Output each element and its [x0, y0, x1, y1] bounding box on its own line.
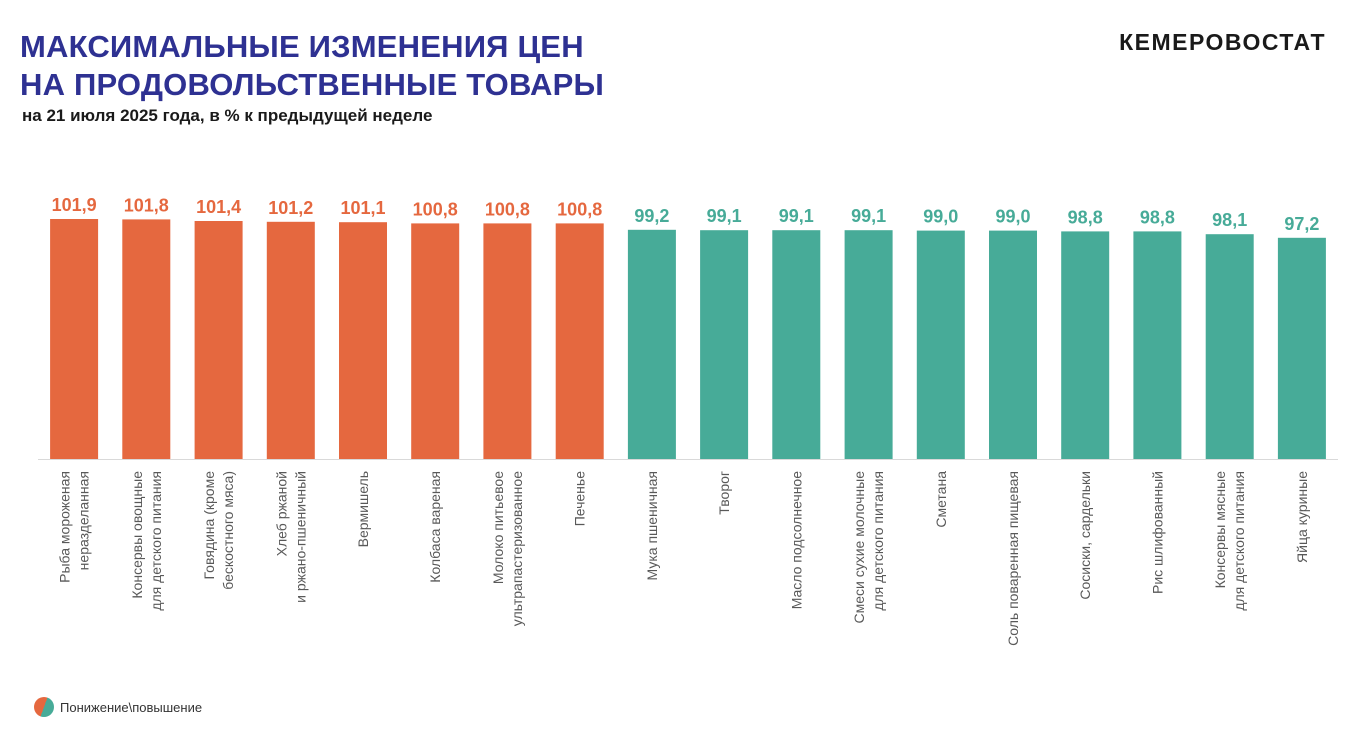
bar [772, 230, 821, 459]
category-label: Вермишель [355, 471, 371, 547]
bar-value-label: 98,8 [1140, 207, 1175, 227]
title-line-2: НА ПРОДОВОЛЬСТВЕННЫЕ ТОВАРЫ [20, 67, 605, 102]
brand-logo-text: КЕМЕРОВОСТАТ [1119, 29, 1326, 55]
category-label: Рыба мороженая неразделанная [57, 471, 92, 583]
bar-value-label: 97,2 [1284, 214, 1319, 234]
category-label-line: Рис шлифованный [1149, 471, 1165, 594]
category-label: Консервы овощные для детского питания [129, 471, 164, 611]
category-labels-group: Рыба мороженая неразделанная Консервы овощ… [57, 471, 1310, 646]
category-label-line: Колбаса вареная [427, 471, 443, 583]
bar [1133, 231, 1182, 459]
category-label-line: Консервы овощные [129, 471, 145, 599]
bar-chart: 101,9 101,8 101,4 101,2 101,1 100,8 100,8 100,8… [38, 195, 1338, 646]
page-title: МАКСИМАЛЬНЫЕ ИЗМЕНЕНИЯ ЦЕН НА ПРОДОВОЛЬС… [20, 28, 604, 104]
category-label-line: Масло подсолнечное [788, 471, 804, 610]
bar-value-label: 99,1 [707, 206, 742, 226]
bar-value-label: 101,4 [196, 197, 241, 217]
bar-value-label: 99,2 [634, 206, 669, 226]
category-label-line: Сметана [933, 471, 949, 528]
legend-swatch-icon [34, 697, 54, 717]
category-label: Соль поваренная пищевая [1005, 471, 1021, 646]
bar-value-label: 99,1 [779, 206, 814, 226]
bar [50, 219, 99, 459]
category-label-line: Печенье [572, 471, 588, 526]
bar-value-label: 100,8 [557, 199, 602, 219]
category-label-line: Яйца куриные [1294, 471, 1310, 563]
bar [1205, 234, 1254, 459]
category-label-line: Рыба мороженая [57, 471, 73, 583]
bar-value-label: 101,8 [124, 195, 169, 215]
bar [1277, 237, 1326, 459]
bar [989, 230, 1037, 459]
bar-value-label: 101,1 [340, 198, 385, 218]
category-label: Творог [716, 471, 732, 515]
category-label-line: для детского питания [1231, 471, 1247, 611]
category-label: Сосиски, сардельки [1077, 471, 1093, 600]
legend-label: Понижение\повышение [60, 699, 203, 715]
bar-value-label: 101,2 [268, 198, 313, 218]
category-label-line: бескостного мяса) [220, 471, 236, 590]
category-label-line: Сосиски, сардельки [1077, 471, 1093, 600]
category-label: Колбаса вареная [427, 471, 443, 583]
bar [916, 230, 965, 459]
bar-value-label: 99,0 [923, 207, 958, 227]
category-label: Мука пшеничная [644, 471, 660, 580]
category-label-line: Творог [716, 471, 732, 515]
bar [411, 223, 460, 459]
title-line-1: МАКСИМАЛЬНЫЕ ИЗМЕНЕНИЯ ЦЕН [20, 29, 584, 64]
category-label: Масло подсолнечное [788, 471, 804, 610]
category-label: Яйца куриные [1294, 471, 1310, 563]
category-label-line: Консервы мясные [1212, 471, 1228, 589]
category-label: Хлеб ржаной и ржано-пшеничный [273, 471, 308, 603]
category-label: Рис шлифованный [1149, 471, 1165, 594]
category-label-line: Хлеб ржаной [273, 471, 289, 556]
bar [194, 221, 243, 459]
subtitle: на 21 июля 2025 года, в % к предыдущей н… [22, 106, 433, 125]
bar [1061, 231, 1110, 459]
category-label-line: Смеси сухие молочные [851, 471, 867, 624]
category-label: Печенье [572, 471, 588, 526]
bar [266, 221, 315, 459]
category-label-line: для детского питания [148, 471, 164, 611]
category-label-line: и ржано-пшеничный [292, 471, 308, 603]
bar-value-label: 99,0 [995, 207, 1030, 227]
bar [339, 222, 387, 459]
category-label: Молоко питьевое ультрапастеризованное [490, 471, 525, 626]
category-label-line: для детского питания [870, 471, 886, 611]
bar-value-label: 98,1 [1212, 210, 1247, 230]
category-label-line: Вермишель [355, 471, 371, 547]
bar-value-label: 101,9 [52, 195, 97, 215]
bar [122, 219, 171, 459]
category-label-line: ультрапастеризованное [509, 471, 525, 626]
bar-value-label: 100,8 [413, 199, 458, 219]
category-label: Говядина (кроме бескостного мяса) [201, 471, 236, 590]
category-label-line: неразделанная [76, 471, 92, 570]
bars-group: 101,9 101,8 101,4 101,2 101,1 100,8 100,8 100,8… [50, 195, 1326, 459]
bar [700, 230, 749, 459]
category-label: Смеси сухие молочные для детского питания [851, 471, 886, 624]
bar [555, 223, 604, 459]
bar [844, 230, 893, 459]
category-label-line: Соль поваренная пищевая [1005, 471, 1021, 646]
bar-value-label: 100,8 [485, 199, 530, 219]
bar-value-label: 99,1 [851, 206, 886, 226]
legend: Понижение\повышение [34, 697, 202, 717]
category-label-line: Мука пшеничная [644, 471, 660, 580]
category-label-line: Молоко питьевое [490, 471, 506, 584]
bar-value-label: 98,8 [1068, 207, 1103, 227]
bar [483, 223, 532, 459]
category-label: Консервы мясные для детского питания [1212, 471, 1247, 611]
category-label-line: Говядина (кроме [201, 471, 217, 580]
bar [627, 229, 676, 459]
category-label: Сметана [933, 471, 949, 528]
